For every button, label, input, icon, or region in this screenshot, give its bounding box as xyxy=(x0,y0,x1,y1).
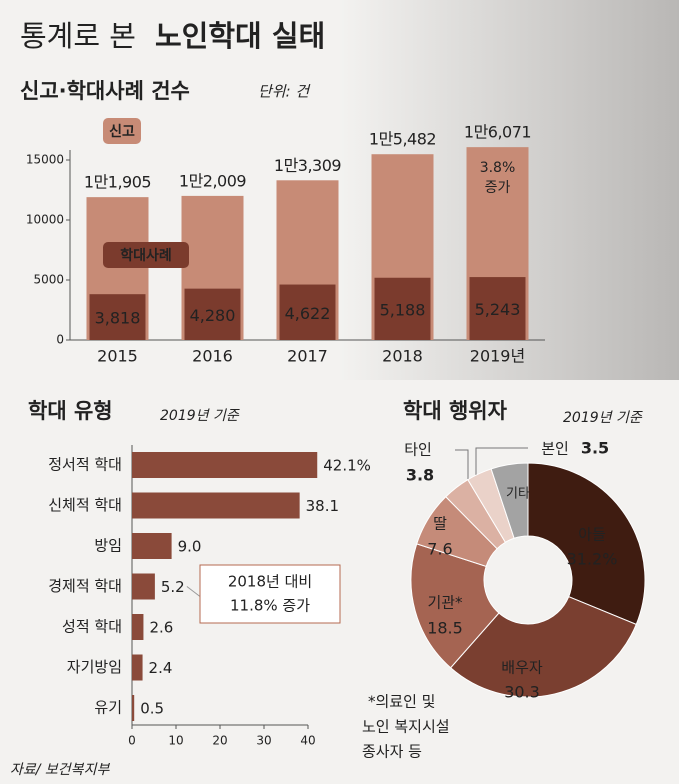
legend-label: 학대사례 xyxy=(120,248,172,264)
bar xyxy=(279,284,336,340)
title-main: 노인학대 실태 xyxy=(155,19,325,53)
slice-value: 3.8 xyxy=(406,466,434,485)
slice-label: 타인 xyxy=(404,441,432,459)
y-tick-label: 성적 학대 xyxy=(62,618,122,636)
slice-value: 3.5 xyxy=(581,439,609,458)
value-label: 4,280 xyxy=(190,306,236,325)
title-prefix: 통계로 본 xyxy=(20,19,136,53)
x-tick-label: 30 xyxy=(256,734,271,748)
value-label: 1만1,905 xyxy=(84,173,151,192)
bar xyxy=(89,294,146,340)
value-label: 5,188 xyxy=(380,300,426,319)
value-label: 1만3,309 xyxy=(274,156,342,175)
bar xyxy=(132,573,155,600)
slice-value: 18.5 xyxy=(427,619,463,638)
x-tick-label: 2015 xyxy=(97,347,138,366)
x-tick-label: 40 xyxy=(300,734,315,748)
footnote: 종사자 등 xyxy=(362,743,422,761)
value-label: 2.4 xyxy=(149,659,173,677)
legend-label: 신고 xyxy=(109,124,135,140)
slice-value: 7.6 xyxy=(427,540,452,559)
legend-box xyxy=(103,118,141,144)
donut-slice xyxy=(410,543,500,669)
value-label: 1만2,009 xyxy=(179,171,247,190)
slice-label: 기관* xyxy=(427,594,463,612)
y-tick-label: 5000 xyxy=(33,273,64,287)
y-tick-label: 정서적 학대 xyxy=(48,456,122,474)
value-label: 1만5,482 xyxy=(369,130,436,149)
y-tick-label: 0 xyxy=(56,333,64,347)
donut-slice xyxy=(527,462,646,626)
slice-label: 아들 xyxy=(578,526,606,544)
x-tick-label: 2018 xyxy=(382,347,423,366)
value-label: 5.2 xyxy=(161,578,185,596)
slice-label: 본인 xyxy=(541,440,569,458)
chart-title: 신고·학대사례 건수 xyxy=(20,79,190,103)
annotation: 3.8% xyxy=(480,160,516,176)
slice-label: 배우자 xyxy=(501,659,543,677)
chart-title: 학대 행위자 xyxy=(403,399,508,423)
y-tick-label: 방임 xyxy=(94,537,122,555)
annotation: 증가 xyxy=(485,180,511,196)
x-tick-label: 10 xyxy=(168,734,183,748)
bar xyxy=(132,654,143,681)
bar xyxy=(132,614,144,640)
y-tick-label: 15000 xyxy=(26,153,64,167)
slice-label: 기타 xyxy=(506,487,530,502)
value-label: 1만6,071 xyxy=(464,123,531,142)
donut-slice xyxy=(490,462,529,539)
slice-value: 31.2% xyxy=(567,550,618,569)
bar xyxy=(184,288,241,340)
chart-title: 학대 유형 xyxy=(28,399,113,423)
value-label: 9.0 xyxy=(178,538,202,556)
x-tick-label: 0 xyxy=(128,734,136,748)
annotation: 2018년 대비 xyxy=(228,573,312,591)
footnote: 노인 복지시설 xyxy=(362,718,450,736)
value-label: 4,622 xyxy=(285,304,331,323)
donut-slice xyxy=(449,596,637,698)
value-label: 38.1 xyxy=(306,497,339,515)
bar xyxy=(132,695,135,721)
bar xyxy=(132,492,300,519)
value-label: 2.6 xyxy=(149,619,173,637)
bar xyxy=(132,452,318,478)
legend-box xyxy=(103,242,189,268)
x-tick-label: 2019년 xyxy=(470,347,525,366)
subtitle: 2019년 기준 xyxy=(563,410,643,426)
bar xyxy=(469,277,526,340)
x-tick-label: 2016 xyxy=(192,347,233,366)
value-label: 42.1% xyxy=(323,457,371,475)
bar xyxy=(132,533,172,559)
annotation-box xyxy=(199,564,341,624)
y-tick-label: 10000 xyxy=(26,213,64,227)
x-tick-label: 20 xyxy=(212,734,227,748)
leader-line xyxy=(475,447,528,480)
footnote: *의료인 및 xyxy=(368,693,435,711)
source: 자료/ 보건복지부 xyxy=(10,762,110,778)
y-tick-label: 유기 xyxy=(94,699,122,717)
slice-value: 30.3 xyxy=(504,683,540,702)
value-label: 3,818 xyxy=(95,309,141,328)
x-tick-label: 2017 xyxy=(287,347,328,366)
bar xyxy=(374,277,431,340)
value-label: 5,243 xyxy=(475,300,521,319)
slice-label: 딸 xyxy=(433,515,447,533)
unit: 단위: 건 xyxy=(258,83,311,101)
value-label: 0.5 xyxy=(140,700,164,718)
y-tick-label: 신체적 학대 xyxy=(48,496,122,514)
annotation-line xyxy=(186,586,201,597)
subtitle: 2019년 기준 xyxy=(160,408,240,424)
y-tick-label: 경제적 학대 xyxy=(48,577,122,595)
annotation: 11.8% 증가 xyxy=(230,597,310,615)
y-tick-label: 자기방임 xyxy=(67,658,122,676)
